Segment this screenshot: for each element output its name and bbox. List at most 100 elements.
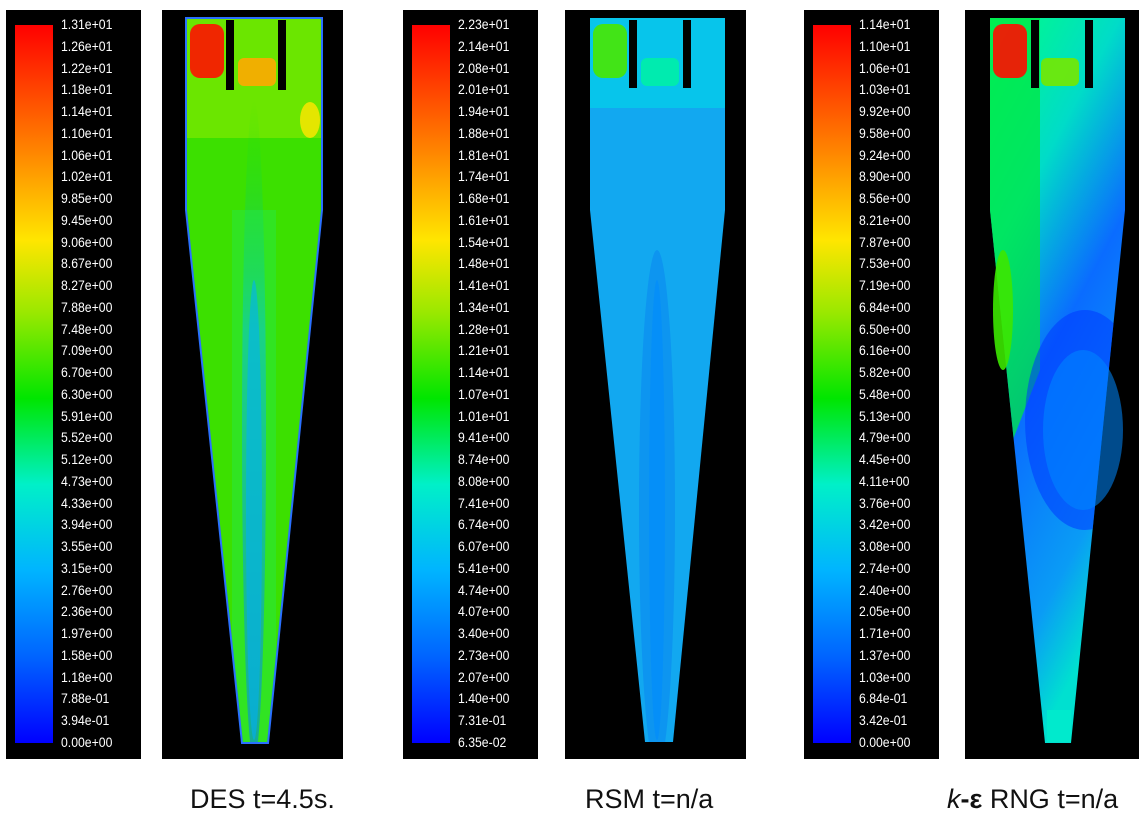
colorbar-tick-label: 1.14e+01 (458, 365, 510, 381)
field-region-inlet-left (593, 24, 627, 78)
colorbar-tick-label: 7.88e+00 (61, 299, 113, 315)
colorbar-tick-label: 5.12e+00 (61, 452, 113, 468)
colorbar-tick-label: 6.84e-01 (859, 691, 908, 707)
colorbar-tick-label: 1.28e+01 (458, 321, 510, 337)
colorbar-tick-label: 9.58e+00 (859, 125, 911, 141)
colorbar-tick-label: 5.13e+00 (859, 408, 911, 424)
colorbar-tick-label: 7.19e+00 (859, 278, 911, 294)
colorbar-tick-label: 3.42e+00 (859, 517, 911, 533)
colorbar-tick-label: 1.06e+01 (61, 147, 113, 163)
colorbar-tick-label: 3.94e-01 (61, 713, 110, 729)
colorbar-tick-label: 9.45e+00 (61, 212, 113, 228)
colorbar-tick-label: 1.40e+00 (458, 691, 510, 707)
colorbar-tick-label: 6.35e-02 (458, 735, 507, 750)
colorbar-tick-label: 1.41e+01 (458, 278, 510, 294)
colorbar-tick-label: 2.36e+00 (61, 604, 113, 620)
colorbar-tick-label: 1.61e+01 (458, 212, 510, 228)
colorbar-tick-label: 0.00e+00 (859, 735, 911, 750)
colorbar-tick-label: 4.07e+00 (458, 604, 510, 620)
field-region-inlet-left (993, 24, 1027, 78)
des-outline (185, 17, 323, 744)
rng-features (993, 24, 1123, 742)
field-region-core (649, 280, 665, 740)
colorbar-tick-label: 1.26e+01 (61, 38, 113, 54)
colorbar-tick-label: 6.16e+00 (859, 343, 911, 359)
colorbar-tick-label: 5.82e+00 (859, 365, 911, 381)
colorbar-tick-label: 2.01e+01 (458, 82, 510, 98)
colorbar-tick-label: 2.74e+00 (859, 560, 911, 576)
colorbar-tick-label: 5.41e+00 (458, 560, 510, 576)
colorbar-tick-label: 9.85e+00 (61, 191, 113, 207)
caption-des: DES t=4.5s. (190, 784, 335, 814)
colorbar-tick-label: 2.23e+01 (458, 17, 510, 32)
colorbar-tick-label: 1.81e+01 (458, 147, 510, 163)
legend-rsm-colorbar (412, 25, 450, 743)
des-features (190, 24, 320, 740)
colorbar-tick-label: 7.87e+00 (859, 234, 911, 250)
field-region-bottom-outlet (1047, 710, 1071, 742)
colorbar-tick-label: 3.94e+00 (61, 517, 113, 533)
rsm-features (593, 24, 679, 740)
colorbar-tick-label: 3.55e+00 (61, 539, 113, 555)
colorbar-tick-label: 6.30e+00 (61, 386, 113, 402)
colorbar-tick-label: 3.40e+00 (458, 626, 510, 642)
colorbar-tick-label: 1.74e+01 (458, 169, 510, 185)
colorbar-tick-label: 4.79e+00 (859, 430, 911, 446)
colorbar-tick-label: 1.54e+01 (458, 234, 510, 250)
caption-rsm: RSM t=n/a (585, 784, 714, 814)
colorbar-tick-label: 1.68e+01 (458, 191, 510, 207)
colorbar-tick-label: 8.56e+00 (859, 191, 911, 207)
caption-rng-rest: RNG t=n/a (982, 784, 1119, 814)
colorbar-tick-label: 1.01e+01 (458, 408, 510, 424)
legend-des-colorbar (15, 25, 53, 743)
colorbar-tick-label: 1.31e+01 (61, 17, 113, 32)
colorbar-tick-label: 5.48e+00 (859, 386, 911, 402)
colorbar-tick-label: 1.18e+00 (61, 669, 113, 685)
colorbar-tick-label: 1.71e+00 (859, 626, 911, 642)
contour-des (162, 10, 343, 759)
caption-rng: k-ε RNG t=n/a (947, 784, 1118, 815)
field-region-inlet-left (190, 24, 224, 78)
colorbar-tick-label: 6.74e+00 (458, 517, 510, 533)
contour-rsm (565, 10, 746, 759)
field-region-vortex-finder (1041, 58, 1079, 86)
contour-des-svg (185, 17, 323, 744)
colorbar-tick-label: 6.50e+00 (859, 321, 911, 337)
colorbar-tick-label: 9.41e+00 (458, 430, 510, 446)
colorbar-tick-label: 7.31e-01 (458, 713, 507, 729)
colorbar-tick-label: 2.40e+00 (859, 582, 911, 598)
colorbar-tick-label: 1.02e+01 (61, 169, 113, 185)
colorbar-tick-label: 9.92e+00 (859, 104, 911, 120)
colorbar-tick-label: 1.06e+01 (859, 60, 911, 76)
caption-rng-k: k (947, 784, 961, 814)
colorbar-tick-label: 8.21e+00 (859, 212, 911, 228)
colorbar-tick-label: 1.14e+01 (61, 104, 113, 120)
field-region-vortex-finder (641, 58, 679, 86)
colorbar-tick-label: 7.88e-01 (61, 691, 110, 707)
colorbar-tick-label: 1.58e+00 (61, 647, 113, 663)
contour-rng-svg (990, 18, 1125, 743)
colorbar-tick-label: 4.33e+00 (61, 495, 113, 511)
colorbar-tick-label: 1.34e+01 (458, 299, 510, 315)
colorbar-tick-label: 5.52e+00 (61, 430, 113, 446)
colorbar-tick-label: 4.73e+00 (61, 473, 113, 489)
colorbar-tick-label: 3.15e+00 (61, 560, 113, 576)
field-region-core (246, 280, 262, 740)
colorbar-tick-label: 1.03e+01 (859, 82, 911, 98)
colorbar-tick-label: 2.05e+00 (859, 604, 911, 620)
colorbar-tick-label: 0.00e+00 (61, 735, 113, 750)
colorbar-tick-label: 1.97e+00 (61, 626, 113, 642)
colorbar-tick-label: 3.76e+00 (859, 495, 911, 511)
colorbar-tick-label: 9.06e+00 (61, 234, 113, 250)
field-region-lower-right-core (1043, 350, 1123, 510)
colorbar-tick-label: 1.88e+01 (458, 125, 510, 141)
colorbar-tick-label: 1.18e+01 (61, 82, 113, 98)
colorbar-tick-label: 2.14e+01 (458, 38, 510, 54)
colorbar-tick-label: 2.08e+01 (458, 60, 510, 76)
colorbar-tick-label: 1.07e+01 (458, 386, 510, 402)
colorbar-tick-label: 3.42e-01 (859, 713, 908, 729)
colorbar-tick-label: 6.07e+00 (458, 539, 510, 555)
colorbar-tick-label: 1.48e+01 (458, 256, 510, 272)
colorbar-tick-label: 4.45e+00 (859, 452, 911, 468)
colorbar-tick-label: 1.10e+01 (859, 38, 911, 54)
